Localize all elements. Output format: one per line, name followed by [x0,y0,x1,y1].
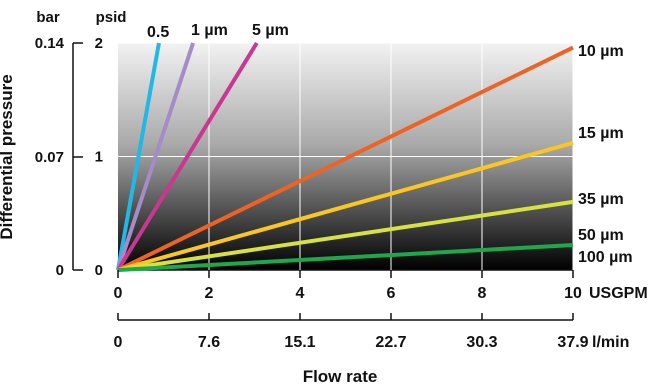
psid-tick-label: 2 [95,35,103,52]
series-line [117,45,574,272]
usgpm-tick-label: 6 [387,285,396,302]
usgpm-tick-label: 2 [205,285,214,302]
series-line [117,243,574,272]
series-line [117,140,574,272]
series-label: 1 µm [191,22,228,39]
series-line [117,199,574,272]
tick-marks [73,42,574,320]
series-lines [116,41,574,272]
usgpm-tick-label: 4 [296,285,305,302]
x-axis-title: Flow rate [303,367,378,386]
lmin-tick-label: 22.7 [375,334,406,351]
grid-lines [118,42,574,270]
lmin-tick-label: 30.3 [466,334,497,351]
usgpm-tick-label: 0 [114,285,123,302]
series-label: 0.5 [147,24,169,41]
bar-unit-label: bar [36,9,60,26]
bar-tick-label: 0 [56,262,64,279]
usgpm-tick-label: 8 [478,285,487,302]
bar-tick-label: 0.14 [35,35,65,52]
usgpm-tick-label: 10 [564,285,582,302]
lmin-tick-label: 7.6 [198,334,220,351]
lmin-tick-label: 0 [114,334,123,351]
lmin-tick-label: 15.1 [284,334,315,351]
psid-tick-label: 1 [95,149,103,166]
psid-tick-label: 0 [95,262,103,279]
bar-tick-label: 0.07 [35,149,64,166]
y-axis-title: Differential pressure [0,74,16,239]
series-line [116,42,161,271]
series-line [116,42,195,271]
series-label: 10 µm [578,43,624,60]
lmin-tick-label: 37.9 [557,334,588,351]
series-label: 35 µm [578,191,624,208]
series-line [116,41,259,272]
tick-labels: 0.5 1 µm 5 µm 10 µm 15 µm 35 µm 100 µm 0 0.07 0.1… [35,22,633,351]
series-label: 5 µm [252,22,289,39]
series-label: 100 µm [578,249,633,266]
series-label-50um: 50 µm [578,227,624,244]
series-label: 15 µm [578,125,624,142]
psid-unit-label: psid [96,9,127,26]
lmin-unit-label: l/min [592,334,629,351]
usgpm-unit-label: USGPM [589,285,648,302]
